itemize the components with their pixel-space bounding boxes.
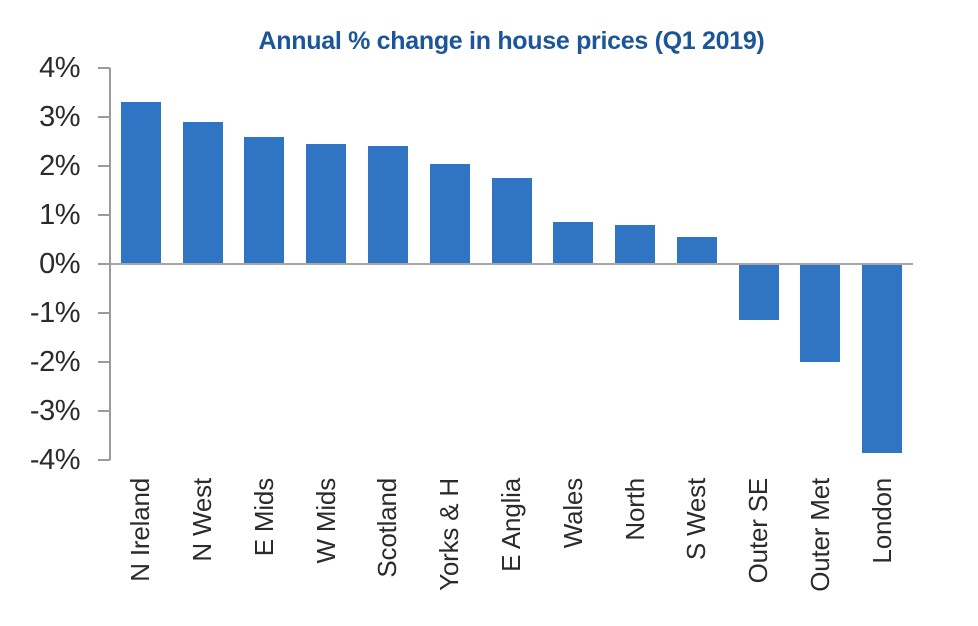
y-axis-tick	[98, 361, 110, 363]
y-axis-tick	[98, 214, 110, 216]
zero-axis-line	[110, 263, 913, 265]
y-axis-tick	[98, 459, 110, 461]
y-axis-tick-label: 4%	[39, 52, 80, 84]
bar	[615, 224, 656, 264]
bar	[120, 102, 161, 264]
x-axis-label-cell: Outer SE	[728, 478, 790, 626]
y-axis-tick-label: 1%	[39, 199, 80, 231]
x-axis-label: Outer Met	[804, 478, 835, 592]
bar	[800, 264, 841, 362]
y-axis-tick-label: 0%	[39, 248, 80, 280]
bar	[429, 163, 470, 264]
x-axis-label: N Ireland	[125, 478, 156, 582]
x-axis-label-cell: W Mids	[295, 478, 357, 626]
x-axis-label: Wales	[557, 478, 588, 549]
x-axis-label-cell: N Ireland	[110, 478, 172, 626]
x-axis-label: Yorks & H	[434, 478, 465, 591]
y-axis-tick	[98, 165, 110, 167]
x-axis-label: London	[866, 478, 897, 564]
y-axis-tick-label: -3%	[29, 395, 81, 427]
x-axis-label: W Mids	[310, 478, 341, 564]
x-axis-label: North	[619, 478, 650, 541]
y-axis-tick-label: -2%	[29, 346, 81, 378]
x-axis-label: N West	[187, 478, 218, 562]
y-axis-tick	[98, 67, 110, 69]
bar	[862, 264, 903, 453]
chart-title: Annual % change in house prices (Q1 2019…	[258, 27, 765, 55]
bar	[182, 121, 223, 264]
bar	[553, 222, 594, 264]
x-axis-label-cell: E Anglia	[481, 478, 543, 626]
x-axis-label: Outer SE	[743, 478, 774, 584]
x-axis-label: Scotland	[372, 478, 403, 578]
y-axis-tick	[98, 116, 110, 118]
y-axis-tick-label: -4%	[29, 444, 81, 476]
x-axis-label: E Mids	[248, 478, 279, 557]
y-axis-tick-label: 2%	[39, 150, 80, 182]
bar	[367, 146, 408, 264]
x-axis-label-cell: Yorks & H	[419, 478, 481, 626]
y-axis-tick-label: 3%	[39, 101, 80, 133]
x-axis-label-cell: Scotland	[357, 478, 419, 626]
bar	[676, 237, 717, 264]
y-axis-tick	[98, 263, 110, 265]
x-axis-label-cell: North	[604, 478, 666, 626]
x-axis-label-cell: London	[851, 478, 913, 626]
bar	[738, 264, 779, 321]
x-axis-label-cell: S West	[666, 478, 728, 626]
x-axis-label: S West	[681, 478, 712, 561]
x-axis-label-cell: E Mids	[234, 478, 296, 626]
y-axis-tick-label: -1%	[29, 297, 81, 329]
x-axis-label-cell: Wales	[542, 478, 604, 626]
bar	[306, 143, 347, 264]
y-axis-tick	[98, 312, 110, 314]
x-axis-label: E Anglia	[495, 478, 526, 572]
bar	[244, 136, 285, 264]
x-axis-label-cell: N West	[172, 478, 234, 626]
x-axis-label-cell: Outer Met	[789, 478, 851, 626]
bar	[491, 178, 532, 264]
y-axis-tick	[98, 410, 110, 412]
